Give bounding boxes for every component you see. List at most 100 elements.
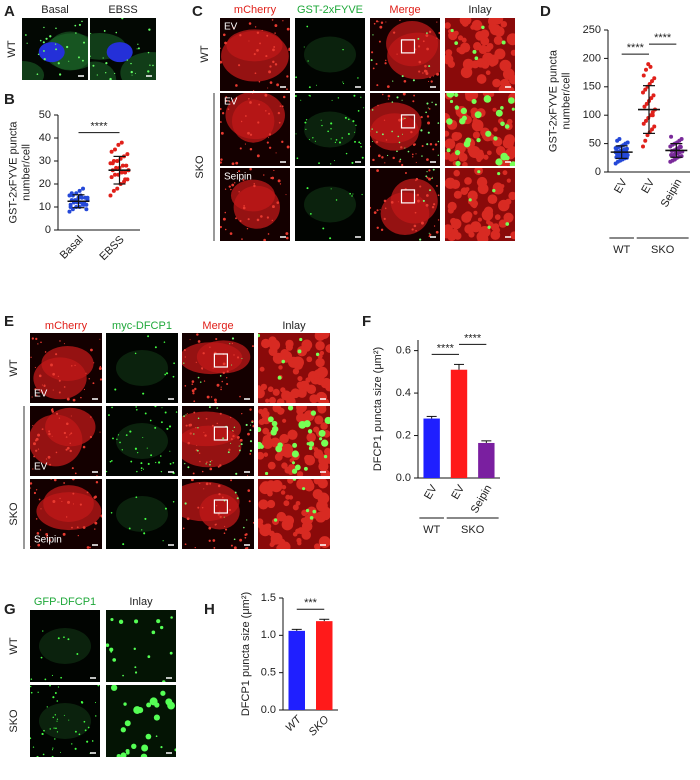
punctum xyxy=(97,685,100,687)
punctum xyxy=(459,18,471,26)
punctum xyxy=(239,220,242,223)
punctum xyxy=(384,59,387,62)
cell xyxy=(36,492,102,531)
punctum xyxy=(57,62,60,65)
punctum xyxy=(112,658,117,662)
punctum xyxy=(32,425,34,427)
punctum xyxy=(160,470,163,473)
punctum xyxy=(228,185,231,188)
punctum xyxy=(99,338,101,340)
punctum xyxy=(209,463,211,466)
inlay-box xyxy=(213,426,229,441)
y-tick-label: 50 xyxy=(589,138,601,150)
punctum xyxy=(415,153,417,155)
punctum xyxy=(352,193,354,195)
micrograph xyxy=(182,333,254,403)
punctum xyxy=(425,111,427,114)
punctum xyxy=(149,64,151,66)
punctum xyxy=(412,100,415,103)
punctum xyxy=(436,21,438,23)
punctum xyxy=(201,368,204,370)
punctum xyxy=(222,437,224,440)
punctum xyxy=(146,447,148,449)
punctum xyxy=(471,203,477,209)
punctum xyxy=(357,77,359,79)
punctum xyxy=(296,537,302,544)
punctum xyxy=(40,341,42,344)
punctum xyxy=(477,170,481,174)
punctum xyxy=(260,215,263,218)
punctum xyxy=(45,458,48,460)
punctum xyxy=(487,225,491,230)
punctum xyxy=(300,99,302,101)
punctum xyxy=(148,28,151,31)
punctum xyxy=(40,656,43,659)
punctum xyxy=(425,70,428,73)
punctum xyxy=(274,63,278,66)
punctum xyxy=(82,526,86,529)
punctum xyxy=(37,433,41,437)
punctum xyxy=(314,415,324,425)
punctum xyxy=(209,346,211,348)
punctum xyxy=(39,39,42,42)
panel-letter: G xyxy=(4,601,16,618)
punctum xyxy=(203,380,206,382)
punctum xyxy=(184,385,187,387)
punctum xyxy=(425,72,429,76)
punctum xyxy=(426,47,429,51)
punctum xyxy=(370,130,371,132)
micrograph xyxy=(22,18,88,80)
column-header: myc-DFCP1 xyxy=(112,320,172,332)
punctum xyxy=(228,448,231,451)
punctum xyxy=(460,42,471,53)
y-tick-label: 10 xyxy=(39,201,51,213)
punctum xyxy=(292,504,299,511)
punctum xyxy=(160,455,162,457)
punctum xyxy=(147,70,150,73)
punctum xyxy=(321,124,323,127)
punctum xyxy=(43,58,46,61)
punctum xyxy=(58,73,62,76)
row-label: WT xyxy=(8,637,20,654)
punctum xyxy=(147,462,150,465)
punctum xyxy=(242,178,245,181)
punctum xyxy=(307,60,309,62)
punctum xyxy=(90,416,92,418)
punctum xyxy=(315,341,325,351)
micrograph xyxy=(370,18,440,91)
punctum xyxy=(122,674,124,677)
punctum xyxy=(110,650,113,653)
punctum xyxy=(480,29,490,39)
punctum xyxy=(297,375,303,382)
punctum xyxy=(280,408,285,413)
punctum xyxy=(305,128,307,130)
column-header: Merge xyxy=(389,4,420,16)
data-point xyxy=(119,140,124,145)
data-point xyxy=(67,209,72,214)
punctum xyxy=(43,384,46,387)
data-point xyxy=(646,62,651,67)
punctum xyxy=(291,450,299,458)
punctum xyxy=(86,740,89,743)
punctum xyxy=(379,209,381,211)
punctum xyxy=(120,727,126,733)
punctum xyxy=(212,367,214,369)
data-point xyxy=(640,144,645,149)
punctum xyxy=(233,546,237,549)
punctum xyxy=(63,636,65,639)
punctum xyxy=(287,429,298,440)
column-header: Inlay xyxy=(129,596,153,608)
punctum xyxy=(249,133,253,136)
punctum xyxy=(322,227,325,230)
punctum xyxy=(251,345,254,348)
punctum xyxy=(175,411,178,413)
data-point xyxy=(679,137,684,142)
punctum xyxy=(137,43,139,45)
punctum xyxy=(401,75,404,78)
column-header: EBSS xyxy=(108,4,137,16)
punctum xyxy=(30,678,33,680)
punctum xyxy=(483,206,494,216)
punctum xyxy=(309,95,311,97)
punctum xyxy=(182,527,185,530)
punctum xyxy=(446,148,451,153)
